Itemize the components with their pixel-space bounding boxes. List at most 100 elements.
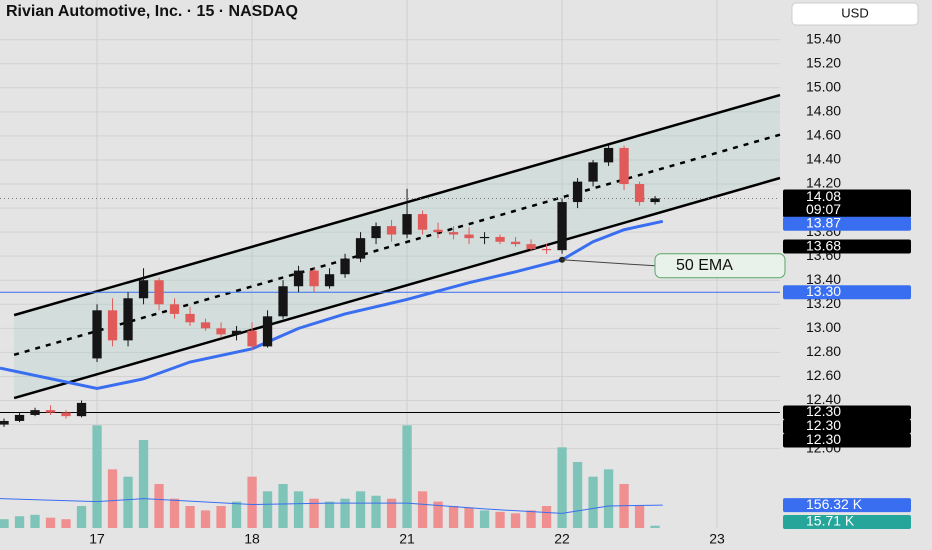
- candle-body: [557, 202, 567, 251]
- y-tick-label: 14.80: [806, 103, 841, 119]
- volume-bar: [154, 484, 164, 528]
- volume-bar: [541, 506, 552, 528]
- price-tag: 13.87: [806, 214, 841, 230]
- volume-ma-tag: 156.32 K: [806, 496, 863, 512]
- countdown: 09:07: [806, 201, 841, 217]
- volume-tag: 15.71 K: [806, 513, 855, 529]
- candle-body: [464, 234, 474, 239]
- price-tag-bg: [783, 216, 911, 231]
- candle-body: [309, 270, 319, 287]
- last-price-tag: 14.08: [806, 188, 841, 204]
- price-tag: 12.30: [806, 417, 841, 433]
- candle-body: [185, 313, 195, 323]
- volume-bar: [603, 469, 614, 528]
- price-tag: 13.30: [806, 283, 841, 299]
- x-tick-label: 22: [554, 531, 570, 547]
- volume-bar: [417, 491, 428, 528]
- candle-body: [76, 402, 87, 417]
- axis: 12.0012.2012.4012.6012.8013.0013.2013.40…: [89, 30, 911, 547]
- candle-body: [340, 258, 350, 275]
- candle-body: [92, 310, 102, 359]
- volume-bar: [309, 498, 319, 528]
- y-tick-label: 13.40: [806, 271, 841, 287]
- candle-body: [448, 232, 459, 235]
- volume-bar: [526, 510, 536, 528]
- price-tag: 13.68: [806, 237, 841, 253]
- volume-bar: [371, 495, 381, 528]
- volume-bar: [355, 491, 366, 528]
- candle-body: [107, 310, 118, 341]
- volume-bar: [293, 491, 304, 528]
- candle-body: [572, 181, 583, 203]
- channel-upper: [13, 93, 781, 317]
- volume-bar: [200, 510, 211, 528]
- y-tick-label: 15.00: [806, 79, 841, 95]
- candle-body: [30, 410, 40, 415]
- candle-body: [14, 414, 25, 421]
- ema-callout-box: [654, 253, 786, 279]
- candle-body: [479, 236, 490, 239]
- currency-button[interactable]: [791, 2, 919, 26]
- candle-body: [247, 330, 257, 347]
- volume-bar: [138, 440, 149, 528]
- candle-body: [154, 280, 164, 305]
- volume-bar: [107, 469, 118, 528]
- y-tick-label: 15.20: [806, 54, 841, 70]
- volume-bar: [386, 498, 397, 528]
- channel-lower: [13, 176, 781, 400]
- candle-body: [278, 286, 288, 317]
- candle-body: [526, 244, 536, 249]
- volume-bar: [123, 476, 133, 528]
- volume-bar: [650, 525, 660, 528]
- volume-bar: [185, 506, 195, 528]
- y-tick-label: 12.40: [806, 391, 841, 407]
- candle-body: [402, 214, 412, 235]
- price-tag: 12.30: [806, 403, 841, 419]
- volume-ma-line: [0, 498, 663, 514]
- candle-body: [433, 229, 443, 233]
- x-tick-label: 21: [399, 531, 415, 547]
- channel-middle: [13, 133, 781, 357]
- y-tick-label: 12.80: [806, 343, 841, 359]
- y-tick-label: 15.40: [806, 30, 841, 46]
- volume-bar: [0, 519, 9, 528]
- candle-body: [634, 184, 645, 203]
- candle-body: [386, 226, 397, 235]
- plot: 50 EMA: [0, 93, 786, 528]
- volume-bar: [92, 425, 102, 528]
- volume-bar: [324, 501, 335, 528]
- volume-bar: [510, 513, 521, 528]
- price-tag-bg: [783, 419, 911, 434]
- price-tag-bg: [783, 433, 911, 448]
- candle-body: [371, 226, 381, 239]
- candle-body: [123, 298, 133, 341]
- volume-bar: [45, 517, 56, 528]
- y-tick-label: 14.40: [806, 151, 841, 167]
- volume-bar: [169, 498, 180, 528]
- chart-title: Rivian Automotive, Inc. · 15 · NASDAQ: [6, 3, 298, 20]
- volume-bar: [247, 476, 257, 528]
- candle-body: [495, 236, 505, 242]
- volume-bar: [557, 447, 567, 528]
- volume-bar: [14, 516, 25, 528]
- volume-bar: [448, 506, 459, 528]
- volume-bar: [216, 506, 226, 528]
- candle-body: [588, 162, 598, 182]
- candle-body: [417, 214, 428, 230]
- y-tick-label: 14.60: [806, 127, 841, 143]
- volume-bar: [634, 506, 645, 528]
- candle-body: [200, 322, 211, 329]
- candle-body: [45, 410, 56, 413]
- volume-bar: [30, 514, 40, 528]
- price-tag-bg: [783, 405, 911, 420]
- candle-body: [355, 238, 366, 259]
- ema-line: [0, 219, 664, 391]
- candle-body: [0, 420, 9, 425]
- candle-body: [650, 198, 660, 203]
- volume-bar: [572, 462, 583, 528]
- currency-label[interactable]: USD: [841, 5, 868, 20]
- volume-tag-bg: [783, 515, 911, 529]
- volume-bar: [433, 501, 443, 528]
